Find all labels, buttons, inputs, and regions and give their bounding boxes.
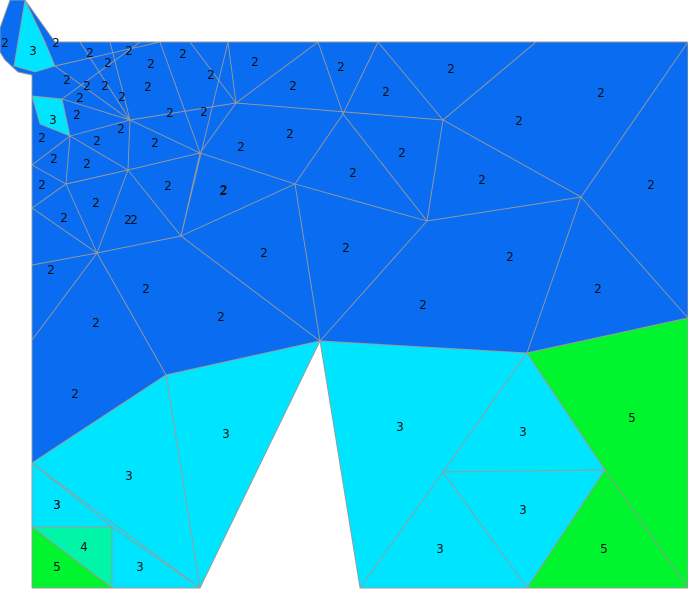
- mesh-edge: [180, 41, 444, 237]
- element-label: 2: [52, 36, 60, 50]
- region-label: 3: [49, 113, 57, 127]
- mesh-edge: [442, 41, 537, 121]
- element-label: 2: [342, 241, 350, 255]
- region-label: 3: [29, 44, 37, 58]
- element-label: 2: [104, 56, 112, 70]
- element-label: 2: [349, 166, 357, 180]
- mesh-region: [526, 317, 688, 589]
- mesh-edge: [109, 41, 131, 121]
- element-label: 2: [166, 106, 174, 120]
- element-label: 2: [71, 387, 79, 401]
- mesh-edge: [319, 220, 428, 342]
- element-label: 2: [144, 80, 152, 94]
- element-label: 2: [286, 127, 294, 141]
- mesh-edge: [61, 98, 131, 121]
- element-label: 2: [93, 134, 101, 148]
- element-edges: [31, 41, 688, 376]
- element-label: 2: [398, 146, 406, 160]
- mesh-edge: [235, 102, 444, 121]
- region-label: 5: [53, 560, 61, 574]
- mesh-edge: [54, 41, 161, 67]
- mesh-edge: [294, 183, 428, 222]
- mesh-region: [31, 374, 201, 589]
- element-label: 2: [478, 173, 486, 187]
- region-label: 3: [519, 425, 527, 439]
- element-label: 2: [251, 55, 259, 69]
- region-label: 3: [125, 469, 133, 483]
- element-label: 2: [597, 86, 605, 100]
- element-label: 2: [142, 282, 150, 296]
- mesh-edge: [426, 119, 688, 319]
- mesh-region: [526, 469, 688, 589]
- mesh-edge: [129, 41, 237, 121]
- element-label: 2: [506, 250, 514, 264]
- element-label: 2: [147, 57, 155, 71]
- element-label: 2: [200, 105, 208, 119]
- element-label: 2: [60, 211, 68, 225]
- region-label: 3: [396, 420, 404, 434]
- element-label: 2: [117, 122, 125, 136]
- region-label: 3: [53, 498, 61, 512]
- mesh-edge: [31, 135, 71, 166]
- element-label: 2: [1, 36, 9, 50]
- region-label: 5: [628, 411, 636, 425]
- element-label: 2: [125, 44, 133, 58]
- mesh-region: [13, 0, 56, 73]
- element-label: 2: [447, 62, 455, 76]
- element-label: 2: [124, 213, 132, 227]
- element-label: 2: [38, 178, 46, 192]
- element-label: 2: [83, 157, 91, 171]
- region-label: 3: [53, 498, 61, 512]
- region-label: 3: [436, 542, 444, 556]
- element-label: 2: [594, 282, 602, 296]
- element-label: 2: [130, 213, 138, 227]
- element-label: 2: [50, 152, 58, 166]
- element-label: 2: [237, 140, 245, 154]
- element-label: 2: [217, 310, 225, 324]
- element-label: 2: [179, 47, 187, 61]
- region-label: 3: [222, 427, 230, 441]
- element-label: 2: [92, 316, 100, 330]
- element-label: 2: [260, 246, 268, 260]
- element-label: 2: [289, 79, 297, 93]
- element-label: 2: [83, 79, 91, 93]
- element-label: 2: [101, 79, 109, 93]
- mesh-edge: [65, 41, 201, 185]
- element-label: 2: [151, 136, 159, 150]
- region-label: 3: [136, 560, 144, 574]
- element-label: 2: [382, 85, 390, 99]
- region-label: 5: [600, 542, 608, 556]
- element-label: 2: [47, 263, 55, 277]
- element-label: 2: [164, 179, 172, 193]
- element-label: 2: [647, 178, 655, 192]
- mesh-region: [31, 462, 113, 528]
- mesh-edge: [61, 41, 141, 100]
- element-label: 2: [86, 46, 94, 60]
- mesh-edge: [580, 41, 688, 198]
- mesh-edge: [31, 207, 99, 266]
- mesh-edge: [54, 65, 131, 121]
- mesh-region: [111, 526, 201, 589]
- element-label: 2: [207, 68, 215, 82]
- region-label: 4: [80, 540, 88, 554]
- mesh-region: [31, 526, 113, 589]
- element-label: 2: [118, 90, 126, 104]
- element-label: 2: [92, 196, 100, 210]
- element-label: 2: [38, 131, 46, 145]
- element-label: 2: [63, 73, 71, 87]
- region-label: 3: [519, 503, 527, 517]
- element-label: 2: [219, 184, 227, 198]
- element-label: 2: [337, 60, 345, 74]
- element-label: 2: [76, 91, 84, 105]
- element-label: 2: [515, 114, 523, 128]
- element-label: 2: [220, 183, 228, 197]
- mesh-region: [359, 471, 528, 589]
- element-label: 2: [73, 108, 81, 122]
- element-label: 2: [419, 298, 427, 312]
